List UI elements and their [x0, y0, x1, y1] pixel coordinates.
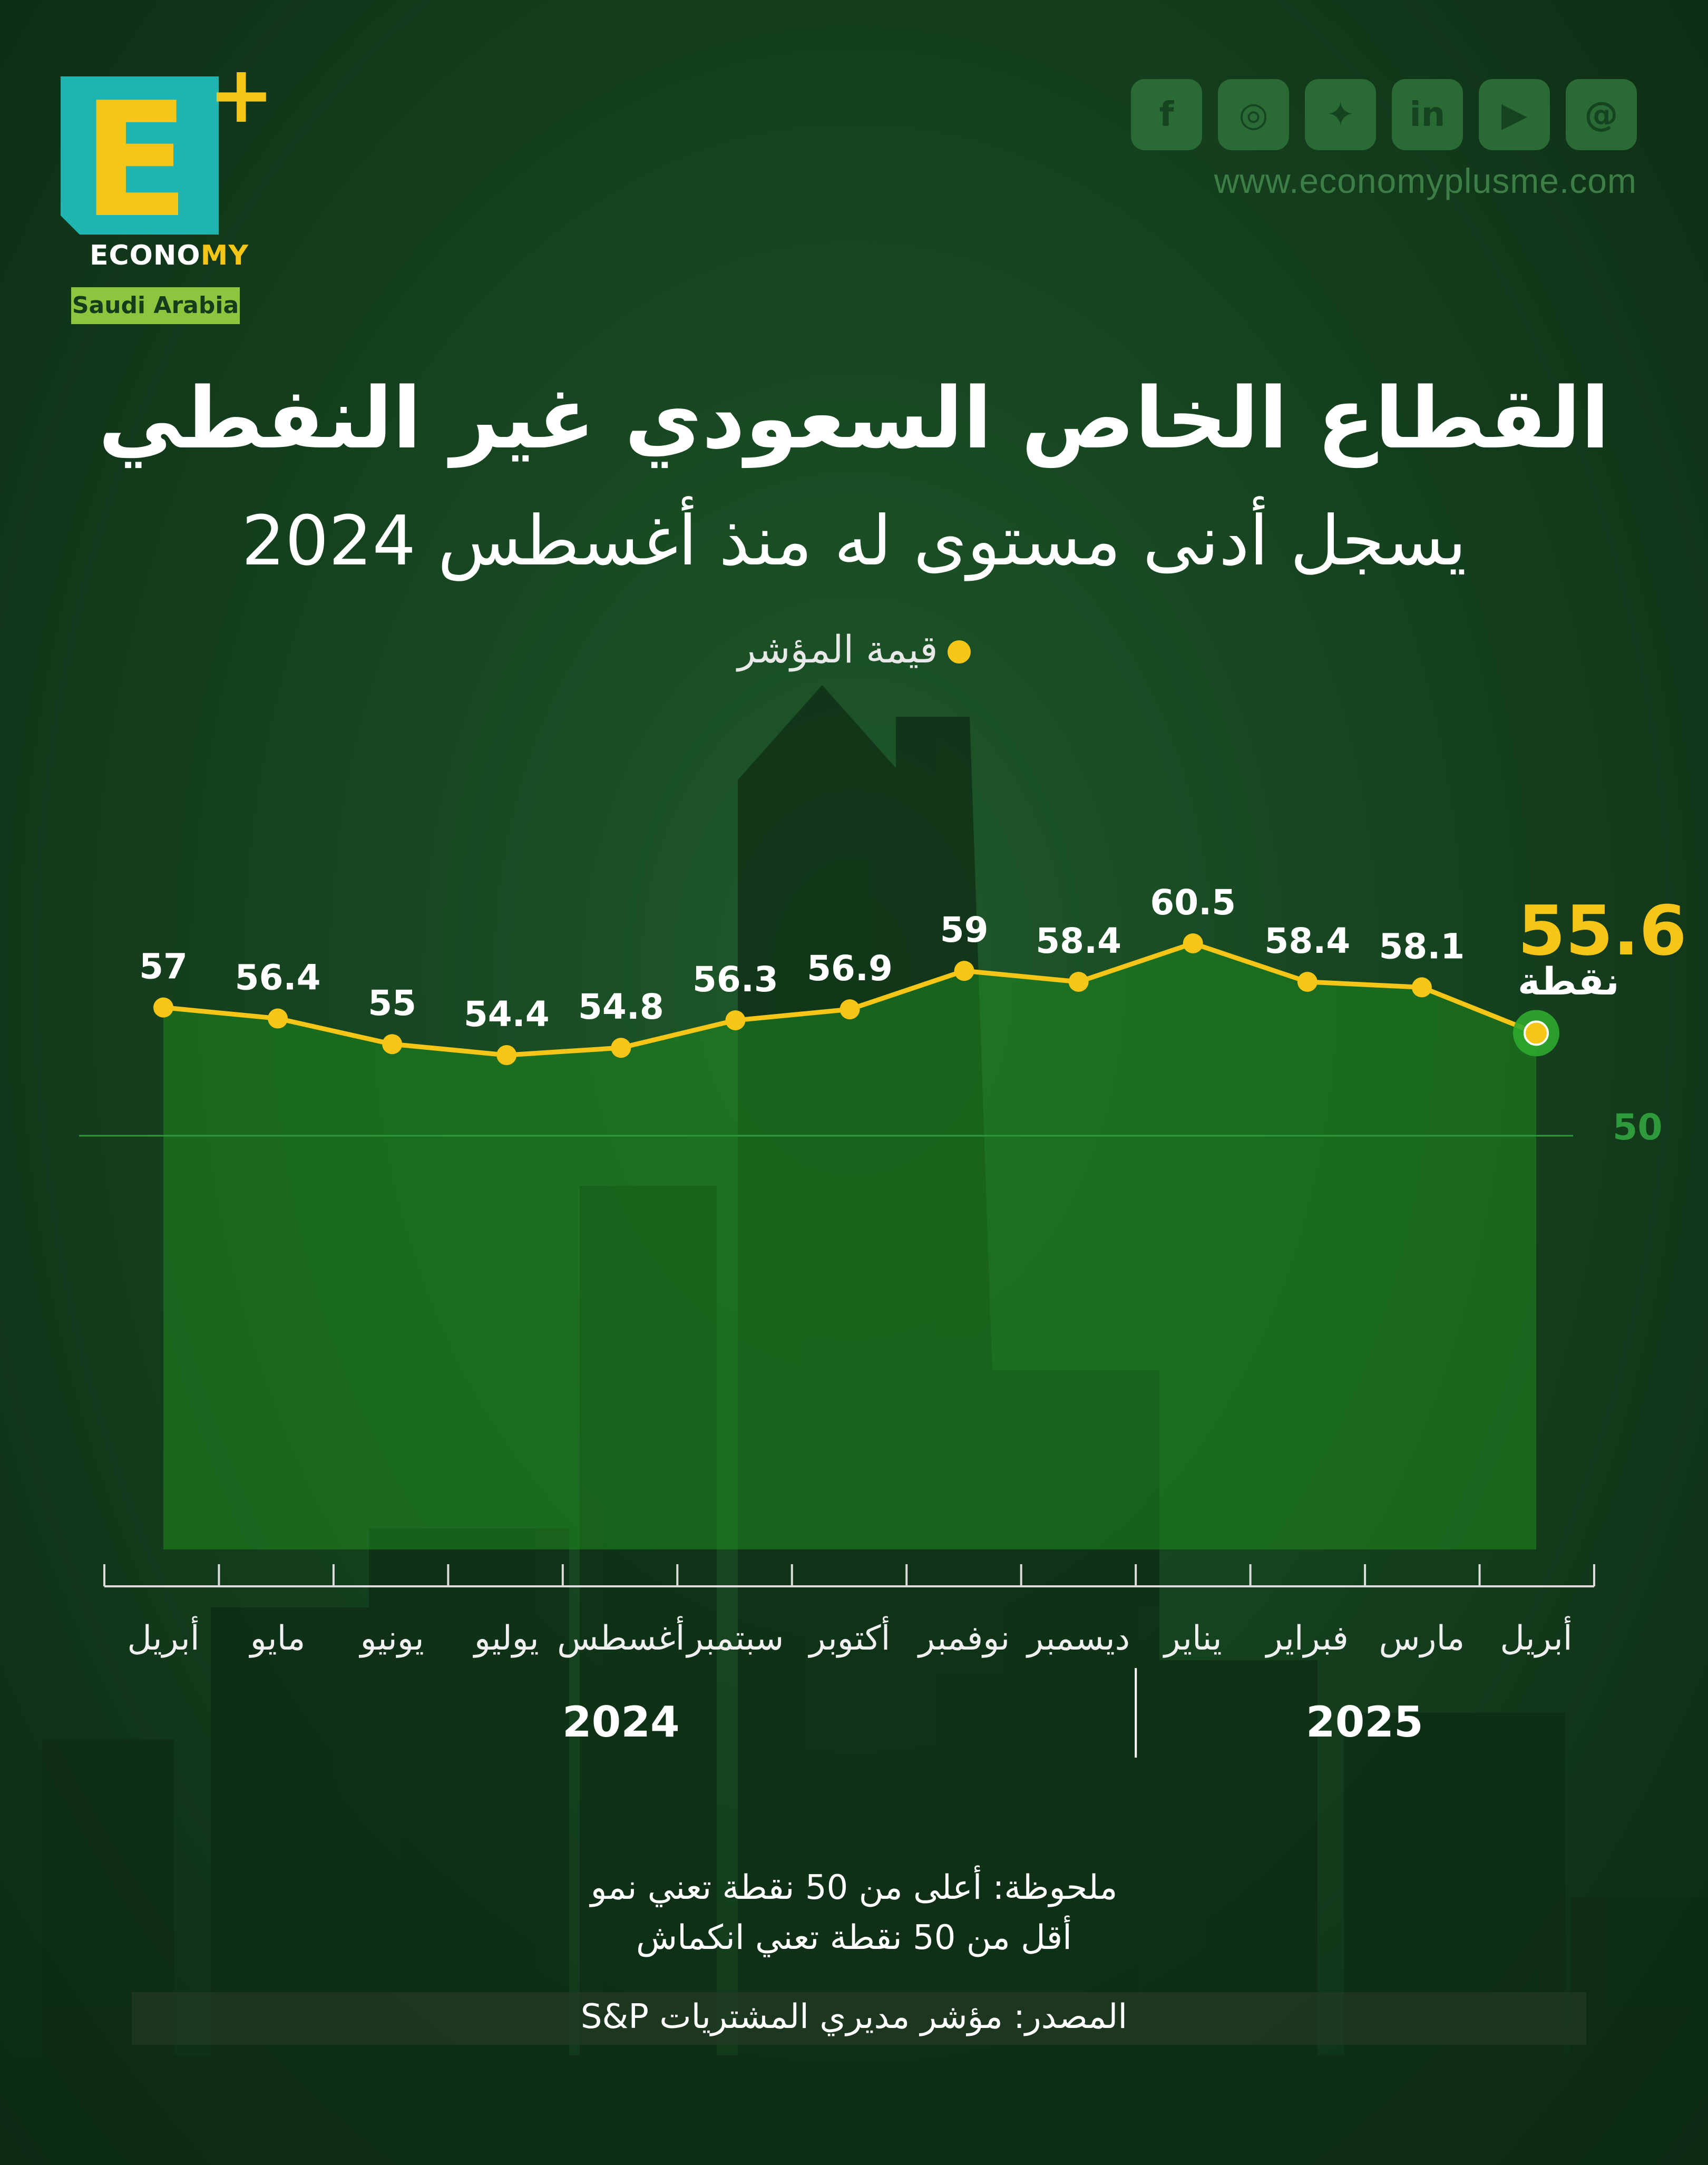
threads-icon[interactable]: @	[1566, 79, 1637, 150]
x-tick-label: أغسطس	[557, 1616, 685, 1658]
x-tick-label: يوليو	[473, 1619, 539, 1658]
data-point	[268, 1008, 288, 1029]
data-label: 58.1	[1379, 926, 1465, 967]
data-label: 59	[940, 910, 989, 950]
data-point	[954, 961, 974, 981]
x-tick-label: مايو	[249, 1619, 306, 1658]
linkedin-icon[interactable]: in	[1392, 79, 1463, 150]
x-tick-label: نوفمبر	[917, 1619, 1010, 1658]
social-links: f ◎ ✦ in ▶ @	[1131, 79, 1637, 150]
data-point	[725, 1010, 746, 1030]
x-tick-label: يناير	[1163, 1619, 1222, 1658]
site-url[interactable]: www.economyplusme.com	[1214, 161, 1637, 200]
logo-wordmark: ECONOMY	[90, 240, 249, 271]
logo-word-pre: ECONO	[90, 240, 201, 271]
data-point	[496, 1045, 517, 1066]
twitter-icon[interactable]: ✦	[1305, 79, 1376, 150]
x-tick-label: فبراير	[1265, 1619, 1349, 1658]
logo-block	[61, 76, 219, 235]
latest-unit: نقطة	[1518, 959, 1619, 1003]
x-tick-label: سبتمبر	[685, 1619, 784, 1658]
data-point	[1297, 972, 1317, 992]
year-label: 2024	[562, 1698, 680, 1747]
data-point	[1411, 977, 1432, 998]
latest-value: 55.6	[1518, 891, 1687, 971]
data-point	[611, 1038, 631, 1058]
linkedin-glyph: in	[1409, 95, 1446, 134]
data-label: 55	[368, 983, 416, 1023]
x-tick-label: أكتوبر	[808, 1616, 891, 1658]
x-tick-label: أبريل	[127, 1616, 199, 1658]
data-label: 58.4	[1264, 921, 1350, 961]
note-growth: ملحوظة: أعلى من 50 نقطة تعني نمو	[590, 1868, 1118, 1907]
facebook-icon[interactable]: f	[1131, 79, 1202, 150]
twitter-glyph: ✦	[1326, 95, 1355, 134]
data-label: 54.4	[464, 994, 550, 1035]
data-point	[1524, 1020, 1549, 1046]
data-label: 56.4	[235, 958, 321, 998]
reference-line-label: 50	[1613, 1107, 1663, 1148]
legend-label: قيمة المؤشر	[737, 627, 938, 671]
source-bar	[132, 1992, 1586, 2045]
data-point	[1183, 933, 1203, 953]
data-label: 56.9	[807, 948, 893, 989]
facebook-glyph: f	[1159, 95, 1174, 134]
chart-legend: قيمة المؤشر	[0, 627, 1708, 671]
data-label: 57	[139, 947, 188, 987]
x-tick-label: أبريل	[1500, 1616, 1572, 1658]
data-point	[840, 999, 860, 1020]
data-point	[382, 1034, 403, 1055]
page-subtitle: يسجل أدنى مستوى له منذ أغسطس 2024	[241, 501, 1467, 581]
threads-glyph: @	[1584, 95, 1618, 134]
x-tick-label: يونيو	[359, 1619, 424, 1658]
x-tick-label: مارس	[1379, 1619, 1465, 1658]
economy-plus-logo[interactable]: E + ECONOMY Saudi Arabia	[61, 55, 275, 324]
logo-plus-icon: +	[208, 49, 275, 141]
logo-word-post: MY	[200, 240, 249, 271]
data-label: 60.5	[1150, 882, 1236, 923]
logo-country: Saudi Arabia	[71, 287, 240, 324]
instagram-glyph: ◎	[1238, 95, 1268, 134]
source-text: المصدر: مؤشر مديري المشتريات S&P	[580, 1997, 1128, 2036]
logo-letter: E	[82, 69, 190, 252]
data-point	[153, 997, 173, 1018]
x-tick-label: ديسمبر	[1026, 1619, 1130, 1658]
instagram-icon[interactable]: ◎	[1218, 79, 1289, 150]
data-point	[1068, 972, 1089, 992]
note-contraction: أقل من 50 نقطة تعني انكماش	[636, 1918, 1072, 1957]
youtube-icon[interactable]: ▶	[1479, 79, 1550, 150]
data-label: 54.8	[578, 987, 664, 1027]
youtube-glyph: ▶	[1501, 95, 1528, 134]
data-label: 58.4	[1036, 921, 1121, 961]
data-label: 56.3	[692, 959, 778, 1000]
series-area	[163, 943, 1536, 1549]
page-title: القطاع الخاص السعودي غير النفطي	[98, 369, 1610, 467]
year-label: 2025	[1306, 1698, 1423, 1747]
legend-dot	[947, 640, 971, 664]
